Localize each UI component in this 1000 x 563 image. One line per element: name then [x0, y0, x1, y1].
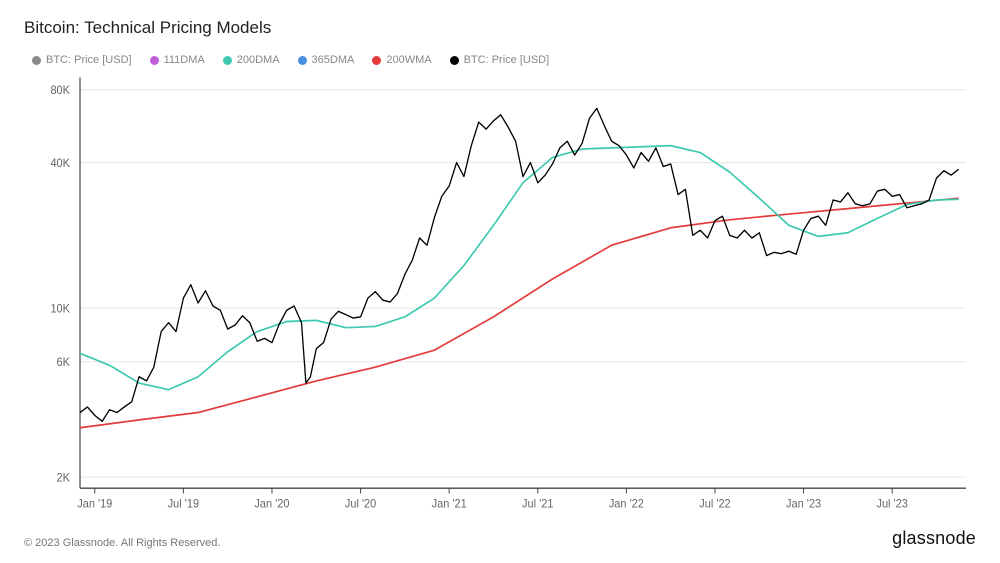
legend-item: BTC: Price [USD] [32, 56, 132, 65]
y-tick-label: 10K [50, 303, 70, 315]
x-tick-label: Jul '23 [876, 498, 907, 510]
y-tick-label: 2K [57, 472, 71, 484]
chart-svg: 2K 6K 10K 40K 80K Jan '19 Jul '19 Jan '20 Jul '2… [24, 71, 976, 518]
legend-label: 200DMA [237, 56, 280, 65]
legend-dot [150, 56, 159, 65]
legend-dot [32, 56, 41, 65]
chart-container: Bitcoin: Technical Pricing Models BTC: P… [0, 0, 1000, 563]
footer: © 2023 Glassnode. All Rights Reserved. g… [24, 518, 976, 549]
series-200dma [80, 146, 959, 390]
legend-item: 111DMA [150, 56, 205, 65]
series-btc-price [80, 108, 959, 421]
legend-dot [372, 56, 381, 65]
legend-dot [298, 56, 307, 65]
x-tick-label: Jul '21 [522, 498, 553, 510]
y-tick-label: 40K [50, 158, 70, 170]
legend-label: 200WMA [386, 56, 431, 65]
x-tick-label: Jan '23 [786, 498, 821, 510]
legend-item: 200WMA [372, 56, 431, 65]
legend-item: 365DMA [298, 56, 355, 65]
legend-dot [223, 56, 232, 65]
series-200wma [80, 198, 959, 428]
legend-dot [450, 56, 459, 65]
y-tick-label: 6K [57, 357, 71, 369]
legend-label: 111DMA [164, 56, 205, 65]
x-tick-label: Jan '22 [609, 498, 644, 510]
chart-title: Bitcoin: Technical Pricing Models [24, 18, 976, 38]
brand-text: glassnode [892, 528, 976, 549]
x-tick-label: Jul '20 [345, 498, 376, 510]
legend: BTC: Price [USD] 111DMA 200DMA 365DMA 200WMA… [24, 56, 976, 65]
x-tick-label: Jul '22 [699, 498, 730, 510]
copyright-text: © 2023 Glassnode. All Rights Reserved. [24, 537, 220, 549]
legend-label: 365DMA [312, 56, 355, 65]
legend-label: BTC: Price [USD] [46, 56, 132, 65]
legend-item: BTC: Price [USD] [450, 56, 550, 65]
chart-plot-area: 2K 6K 10K 40K 80K Jan '19 Jul '19 Jan '20 Jul '2… [24, 71, 976, 518]
y-tick-label: 80K [50, 85, 70, 97]
legend-label: BTC: Price [USD] [464, 56, 550, 65]
x-tick-label: Jul '19 [168, 498, 199, 510]
x-tick-label: Jan '20 [254, 498, 289, 510]
legend-item: 200DMA [223, 56, 280, 65]
x-tick-label: Jan '21 [432, 498, 467, 510]
x-tick-label: Jan '19 [77, 498, 112, 510]
